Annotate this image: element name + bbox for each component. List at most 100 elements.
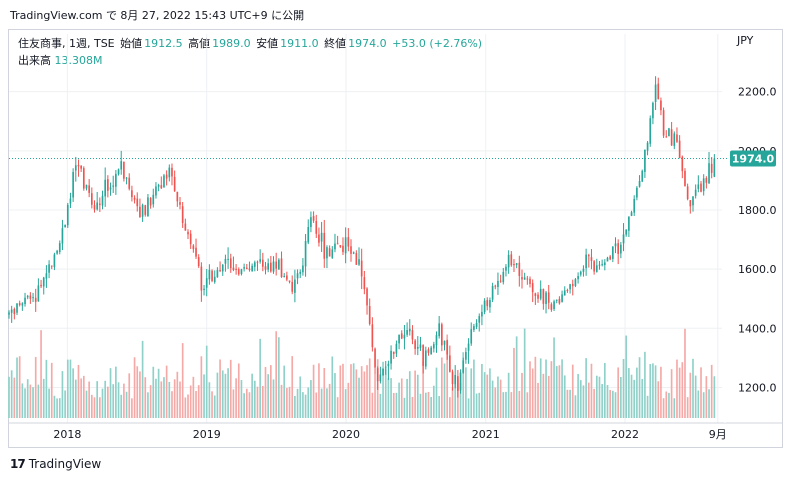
volume-legend: 出来高 13.308M — [18, 52, 102, 68]
candle-body — [107, 179, 109, 191]
volume-bar — [526, 392, 529, 418]
high-value: 1989.0 — [212, 37, 251, 50]
volume-bar — [29, 384, 32, 418]
volume-bar — [499, 379, 502, 418]
candle-body — [537, 294, 539, 299]
candle-body — [251, 265, 253, 272]
candle-body — [69, 198, 72, 204]
candle-body — [558, 298, 561, 304]
volume-bar — [387, 378, 390, 418]
candle-body — [392, 351, 395, 355]
candle-body — [513, 263, 515, 266]
volume-bar — [205, 345, 208, 418]
candle-body — [195, 247, 197, 257]
candle-body — [261, 259, 264, 267]
volume-bar — [398, 382, 400, 418]
volume-bar — [237, 363, 240, 418]
x-tick-label: 9月 — [709, 428, 727, 441]
candle-body — [638, 180, 641, 187]
open-value: 1912.5 — [144, 37, 183, 50]
low-label: 安値 — [256, 37, 279, 50]
candle-body — [422, 345, 424, 366]
candle-body — [128, 177, 131, 189]
candle-body — [376, 368, 379, 382]
volume-bar — [139, 371, 141, 418]
volume-bar — [665, 391, 668, 418]
candle-body — [603, 262, 606, 266]
candle-body — [449, 355, 451, 372]
candle-body — [614, 243, 617, 247]
volume-bar — [125, 391, 128, 418]
volume-bar — [636, 367, 638, 418]
y-tick-label: 1400.0 — [738, 322, 777, 335]
volume-bar — [355, 369, 358, 418]
candle-body — [427, 349, 430, 353]
volume-bar — [395, 392, 398, 418]
volume-bar — [66, 359, 69, 418]
candle-body — [320, 232, 323, 242]
candle-body — [58, 243, 61, 252]
volume-bar — [649, 364, 652, 418]
volume-bar — [88, 381, 90, 418]
candle-body — [123, 161, 125, 179]
candle-body — [486, 300, 489, 307]
volume-bar — [256, 386, 259, 418]
candle-body — [85, 184, 88, 189]
volume-bar — [366, 365, 368, 418]
candle-body — [237, 269, 240, 275]
candle-body — [10, 309, 13, 313]
volume-bar — [614, 392, 617, 418]
volume-bar — [99, 397, 101, 418]
volume-bar — [539, 358, 542, 418]
volume-bar — [523, 328, 526, 418]
volume-bar — [432, 385, 435, 418]
ohlc-legend: 住友商事, 1週, TSE 始値 1912.5 高値 1989.0 安値 1911.0… — [18, 35, 484, 51]
volume-bar — [283, 365, 286, 418]
volume-bar — [374, 372, 376, 418]
candle-body — [507, 254, 510, 268]
candle-body — [382, 368, 384, 376]
candle-body — [435, 335, 438, 346]
candle-body — [253, 262, 256, 267]
volume-label: 出来高 — [18, 54, 51, 67]
tradingview-logo-icon: 17 — [10, 457, 26, 471]
volume-bar — [414, 370, 416, 418]
volume-bar — [280, 384, 283, 418]
volume-bar — [563, 375, 566, 418]
volume-bar — [579, 380, 582, 418]
candle-body — [598, 264, 601, 266]
volume-bar — [451, 386, 454, 418]
candle-body — [64, 225, 66, 228]
volume-bar — [443, 363, 446, 418]
candle-body — [395, 343, 398, 354]
candle-body — [53, 254, 56, 268]
candle-body — [270, 262, 272, 272]
candle-body — [483, 300, 486, 312]
candle-body — [515, 263, 518, 265]
candle-body — [326, 247, 328, 259]
candle-body — [115, 173, 117, 187]
candle-body — [355, 253, 358, 265]
x-tick-label: 2019 — [193, 428, 221, 441]
volume-bar — [638, 357, 641, 418]
volume-bar — [141, 340, 144, 418]
candle-body — [360, 260, 363, 277]
candle-body — [152, 194, 155, 205]
volume-bar — [590, 363, 593, 418]
volume-bar — [64, 390, 66, 418]
candle-body — [176, 191, 179, 202]
candle-body — [665, 136, 668, 138]
volume-bar — [692, 358, 694, 418]
volume-bar — [90, 394, 93, 418]
candle-body — [168, 167, 171, 178]
volume-bar — [430, 396, 432, 418]
candle-body — [467, 343, 470, 351]
volume-bar — [606, 384, 609, 418]
candle-body — [275, 261, 278, 269]
volume-bar — [165, 365, 168, 418]
volume-bar — [350, 364, 352, 418]
candle-body — [547, 292, 550, 303]
volume-bar — [336, 397, 339, 418]
candle-body — [16, 303, 18, 313]
